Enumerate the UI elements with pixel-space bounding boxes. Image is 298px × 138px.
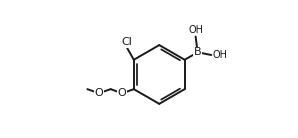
Text: O: O: [118, 88, 127, 98]
Text: B: B: [194, 47, 201, 57]
Text: OH: OH: [213, 50, 228, 60]
Text: Cl: Cl: [121, 38, 132, 47]
Text: O: O: [94, 88, 103, 98]
Text: OH: OH: [188, 25, 203, 35]
